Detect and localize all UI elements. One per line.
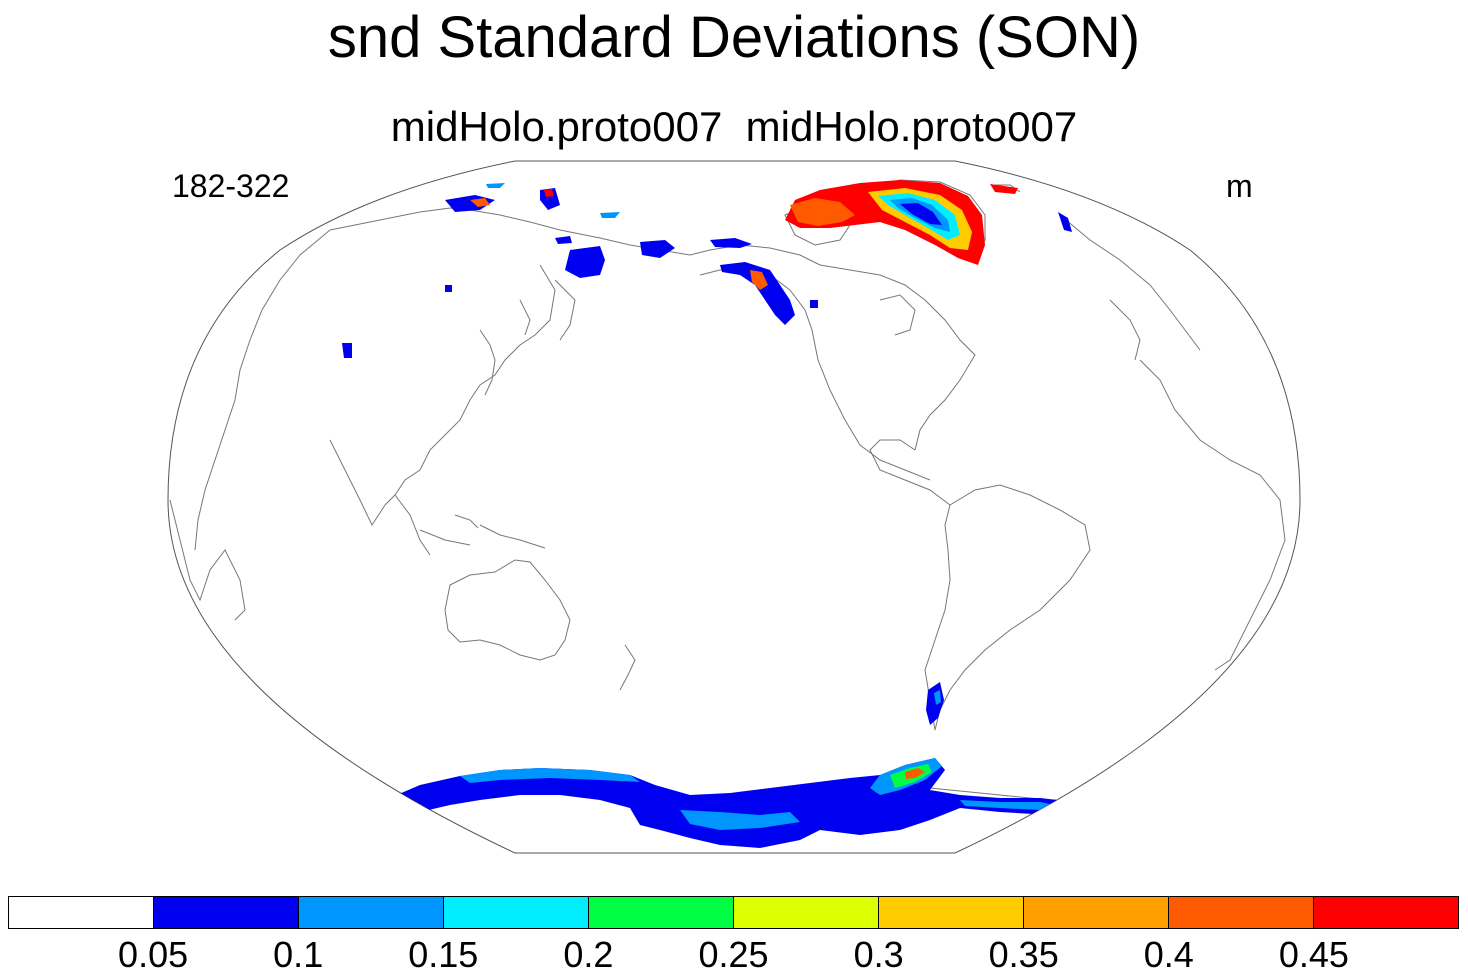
- colorbar-tick-label: 0.45: [1278, 934, 1349, 975]
- map-boundary: [167, 160, 1301, 854]
- colorbar-labels: 0.05 0.1 0.15 0.2 0.25 0.3 0.35 0.4 0.45: [0, 934, 1468, 978]
- colorbar-tick-label: 0.25: [698, 934, 769, 975]
- plot-title: snd Standard Deviations (SON): [327, 5, 1141, 70]
- plot-subtitle: midHolo.proto007 midHolo.proto007: [390, 103, 1078, 150]
- colorbar-tick-label: 0.4: [1143, 934, 1194, 975]
- colorbar-tick-label: 0.2: [563, 934, 614, 975]
- colorbar-swatch: [734, 897, 879, 928]
- colorbar-swatch: [1169, 897, 1314, 928]
- colorbar-swatch: [299, 897, 444, 928]
- colorbar-swatch: [9, 897, 154, 928]
- season-years-label: 182-322: [172, 168, 290, 204]
- units-label: m: [1226, 168, 1253, 204]
- colorbar-tick-label: 0.3: [853, 934, 904, 975]
- colorbar: [8, 896, 1459, 929]
- colorbar-swatch: [1024, 897, 1169, 928]
- colorbar-swatch: [1314, 897, 1458, 928]
- colorbar-tick-label: 0.05: [118, 934, 189, 975]
- colorbar-tick-label: 0.35: [988, 934, 1059, 975]
- colorbar-swatch: [879, 897, 1024, 928]
- colorbar-swatch: [154, 897, 299, 928]
- colorbar-tick-label: 0.1: [273, 934, 324, 975]
- colorbar-tick-label: 0.15: [408, 934, 479, 975]
- colorbar-swatch: [589, 897, 734, 928]
- data-field: [342, 180, 1075, 848]
- colorbar-swatch: [444, 897, 589, 928]
